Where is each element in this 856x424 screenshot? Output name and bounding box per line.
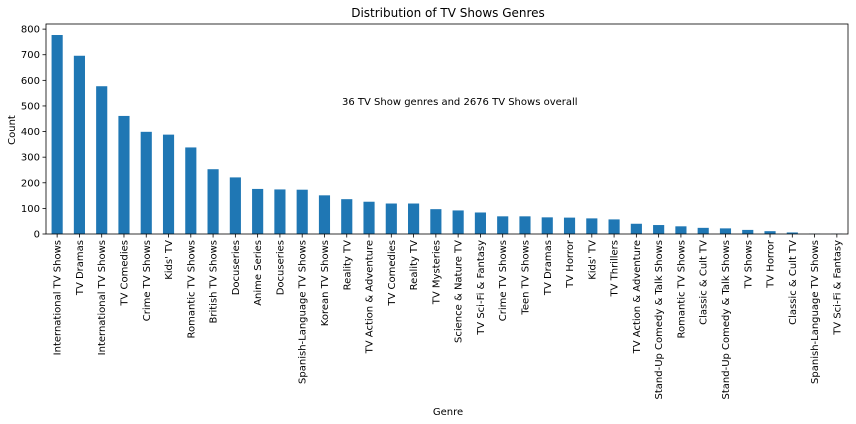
bar — [229, 177, 241, 234]
bar — [697, 227, 709, 234]
y-tick-label: 100 — [21, 204, 40, 215]
x-tick-label: TV Shows — [743, 240, 754, 289]
x-tick-label: TV Sci-Fi & Fantasy — [476, 240, 487, 336]
x-tick-label: TV Comedies — [119, 240, 130, 307]
plot-frame — [45, 23, 849, 235]
y-tick-label: 400 — [21, 127, 40, 138]
bar — [408, 203, 420, 234]
x-tick-label: TV Dramas — [75, 240, 86, 296]
bar — [430, 209, 442, 234]
plot-border — [45, 23, 849, 235]
y-tick-label: 600 — [21, 76, 40, 87]
x-tick-label: British TV Shows — [209, 240, 220, 324]
bars-group — [51, 35, 843, 235]
bar — [274, 189, 286, 234]
x-tick-label: International TV Shows — [97, 240, 108, 355]
x-tick-label: Stand-Up Comedy & Talk Shows — [654, 240, 665, 399]
x-tick-label: Stand-Up Comedy & Talk Shows — [721, 240, 732, 399]
bar — [541, 217, 553, 234]
bar — [764, 231, 776, 234]
bar — [51, 35, 63, 235]
bar — [385, 203, 397, 234]
bar — [73, 55, 85, 235]
bar — [185, 147, 197, 234]
x-tick-label: Crime TV Shows — [142, 240, 153, 321]
x-tick-label: Classic & Cult TV — [699, 240, 710, 325]
x-tick-label: TV Mysteries — [431, 240, 442, 305]
x-tick-label: Romantic TV Shows — [186, 240, 197, 339]
x-tick-label: Anime Series — [253, 240, 264, 306]
bar — [252, 188, 264, 234]
y-tick-label: 700 — [21, 50, 40, 61]
y-tick-label: 800 — [21, 25, 40, 36]
y-axis-title: Count — [7, 115, 18, 145]
bar — [341, 199, 353, 234]
x-tick-label: Crime TV Shows — [498, 240, 509, 321]
bar — [452, 210, 464, 234]
bar — [742, 229, 754, 234]
x-tick-label: Docuseries — [231, 240, 242, 295]
x-tick-label: TV Thrillers — [610, 240, 621, 298]
bar — [563, 217, 576, 234]
bar — [675, 226, 687, 234]
x-tick-label: TV Horror — [565, 239, 576, 289]
bar — [786, 232, 798, 234]
x-tick-label: International TV Shows — [53, 240, 64, 355]
y-tick-label: 0 — [34, 230, 40, 241]
bar — [140, 131, 152, 234]
x-axis-ticks: International TV Shows TV Dramas Internati… — [53, 234, 843, 399]
bar — [207, 169, 219, 234]
bar — [519, 216, 531, 234]
y-axis-ticks: 0 100 200 300 400 500 600 700 800 — [21, 25, 46, 241]
x-tick-label: TV Action & Adventure — [365, 240, 376, 354]
bar — [608, 219, 620, 234]
y-tick-label: 300 — [21, 153, 40, 164]
x-tick-label: Kids' TV — [164, 240, 175, 280]
x-tick-label: Spanish-Language TV Shows — [810, 240, 821, 384]
bar — [162, 134, 175, 234]
bar — [118, 115, 130, 234]
x-tick-label: Classic & Cult TV — [788, 240, 799, 325]
x-tick-label: Science & Nature TV — [454, 240, 465, 343]
x-tick-label: Spanish-Language TV Shows — [298, 240, 309, 384]
x-tick-label: Reality TV — [409, 240, 420, 290]
bar — [630, 223, 642, 234]
annotation: 36 TV Show genres and 2676 TV Shows over… — [342, 97, 578, 108]
x-tick-label: Docuseries — [275, 240, 286, 295]
y-tick-label: 200 — [21, 178, 40, 189]
bar — [363, 201, 375, 234]
x-tick-label: Korean TV Shows — [320, 240, 331, 326]
x-tick-label: Romantic TV Shows — [676, 240, 687, 339]
x-tick-label: TV Action & Adventure — [632, 240, 643, 354]
bar — [96, 86, 108, 234]
bar — [474, 212, 486, 234]
x-tick-label: Teen TV Shows — [520, 240, 531, 316]
x-tick-label: Reality TV — [342, 240, 353, 290]
x-tick-label: Kids' TV — [587, 240, 598, 280]
y-tick-label: 500 — [21, 101, 40, 112]
bar — [719, 228, 732, 234]
bar — [653, 225, 665, 234]
x-tick-label: TV Dramas — [543, 240, 554, 296]
bar — [497, 216, 509, 234]
x-tick-label: TV Comedies — [387, 240, 398, 307]
bar — [296, 189, 308, 234]
x-tick-label: TV Sci-Fi & Fantasy — [832, 240, 843, 336]
chart-title: Distribution of TV Shows Genres — [351, 6, 545, 20]
bar — [586, 218, 598, 234]
bar — [318, 195, 331, 234]
x-tick-label: TV Horror — [766, 239, 777, 289]
x-axis-title: Genre — [433, 407, 463, 418]
